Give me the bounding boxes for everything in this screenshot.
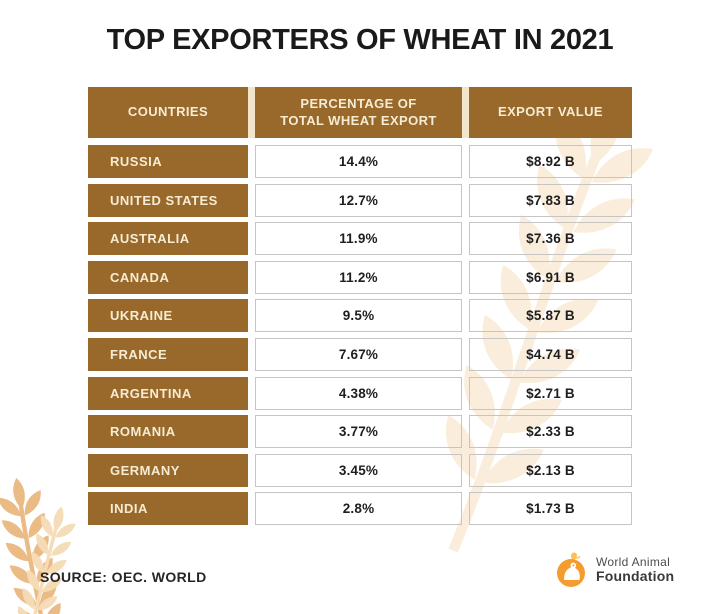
table-header-row: COUNTRIES PERCENTAGE OF TOTAL WHEAT EXPO… <box>88 87 632 138</box>
export-value-cell: $7.36 B <box>469 222 632 256</box>
percentage-cell: 11.2% <box>255 260 462 294</box>
table-row: ROMANIA 3.77% $2.33 B <box>88 415 632 449</box>
table-row: GERMANY 3.45% $2.13 B <box>88 453 632 487</box>
table-row: CANADA 11.2% $6.91 B <box>88 260 632 294</box>
percentage-cell: 2.8% <box>255 492 462 526</box>
percentage-cell: 7.67% <box>255 337 462 371</box>
table-row: UNITED STATES 12.7% $7.83 B <box>88 183 632 217</box>
percentage-cell: 4.38% <box>255 376 462 410</box>
percentage-cell: 12.7% <box>255 183 462 217</box>
country-cell: GERMANY <box>88 453 248 487</box>
table-row: INDIA 2.8% $1.73 B <box>88 492 632 526</box>
wheat-exporters-table: COUNTRIES PERCENTAGE OF TOTAL WHEAT EXPO… <box>88 87 632 531</box>
percentage-cell: 14.4% <box>255 145 462 178</box>
country-cell: CANADA <box>88 260 248 294</box>
world-animal-foundation-logo-icon <box>557 552 585 587</box>
page-title: TOP EXPORTERS OF WHEAT IN 2021 <box>106 24 614 56</box>
world-animal-foundation-logo: World Animal Foundation <box>554 551 674 589</box>
country-cell: INDIA <box>88 492 248 526</box>
percentage-cell: 3.45% <box>255 453 462 487</box>
wheat-stalks-decoration-icon <box>0 474 82 614</box>
table-row: ARGENTINA 4.38% $2.71 B <box>88 376 632 410</box>
country-cell: UNITED STATES <box>88 183 248 217</box>
export-value-cell: $5.87 B <box>469 299 632 333</box>
country-cell: UKRAINE <box>88 299 248 333</box>
table-row: UKRAINE 9.5% $5.87 B <box>88 299 632 333</box>
country-cell: ARGENTINA <box>88 376 248 410</box>
export-value-cell: $6.91 B <box>469 260 632 294</box>
table-body: RUSSIA 14.4% $8.92 B UNITED STATES 12.7%… <box>88 145 632 526</box>
header-percentage: PERCENTAGE OF TOTAL WHEAT EXPORT <box>255 87 462 138</box>
export-value-cell: $2.33 B <box>469 415 632 449</box>
logo-line1: World Animal <box>596 555 671 570</box>
export-value-cell: $1.73 B <box>469 492 632 526</box>
country-cell: ROMANIA <box>88 415 248 449</box>
export-value-cell: $2.71 B <box>469 376 632 410</box>
percentage-cell: 9.5% <box>255 299 462 333</box>
table-row: FRANCE 7.67% $4.74 B <box>88 337 632 371</box>
export-value-cell: $8.92 B <box>469 145 632 178</box>
header-export-value: EXPORT VALUE <box>469 87 632 138</box>
table-row: AUSTRALIA 11.9% $7.36 B <box>88 222 632 256</box>
export-value-cell: $2.13 B <box>469 453 632 487</box>
country-cell: RUSSIA <box>88 145 248 178</box>
source-attribution: SOURCE: OEC. WORLD <box>40 569 207 585</box>
percentage-cell: 3.77% <box>255 415 462 449</box>
logo-line2: Foundation <box>596 567 675 584</box>
header-countries: COUNTRIES <box>88 87 248 138</box>
country-cell: FRANCE <box>88 337 248 371</box>
country-cell: AUSTRALIA <box>88 222 248 256</box>
percentage-cell: 11.9% <box>255 222 462 256</box>
logo-wordmark: World Animal Foundation <box>596 556 674 583</box>
export-value-cell: $7.83 B <box>469 183 632 217</box>
table-row: RUSSIA 14.4% $8.92 B <box>88 145 632 178</box>
export-value-cell: $4.74 B <box>469 337 632 371</box>
